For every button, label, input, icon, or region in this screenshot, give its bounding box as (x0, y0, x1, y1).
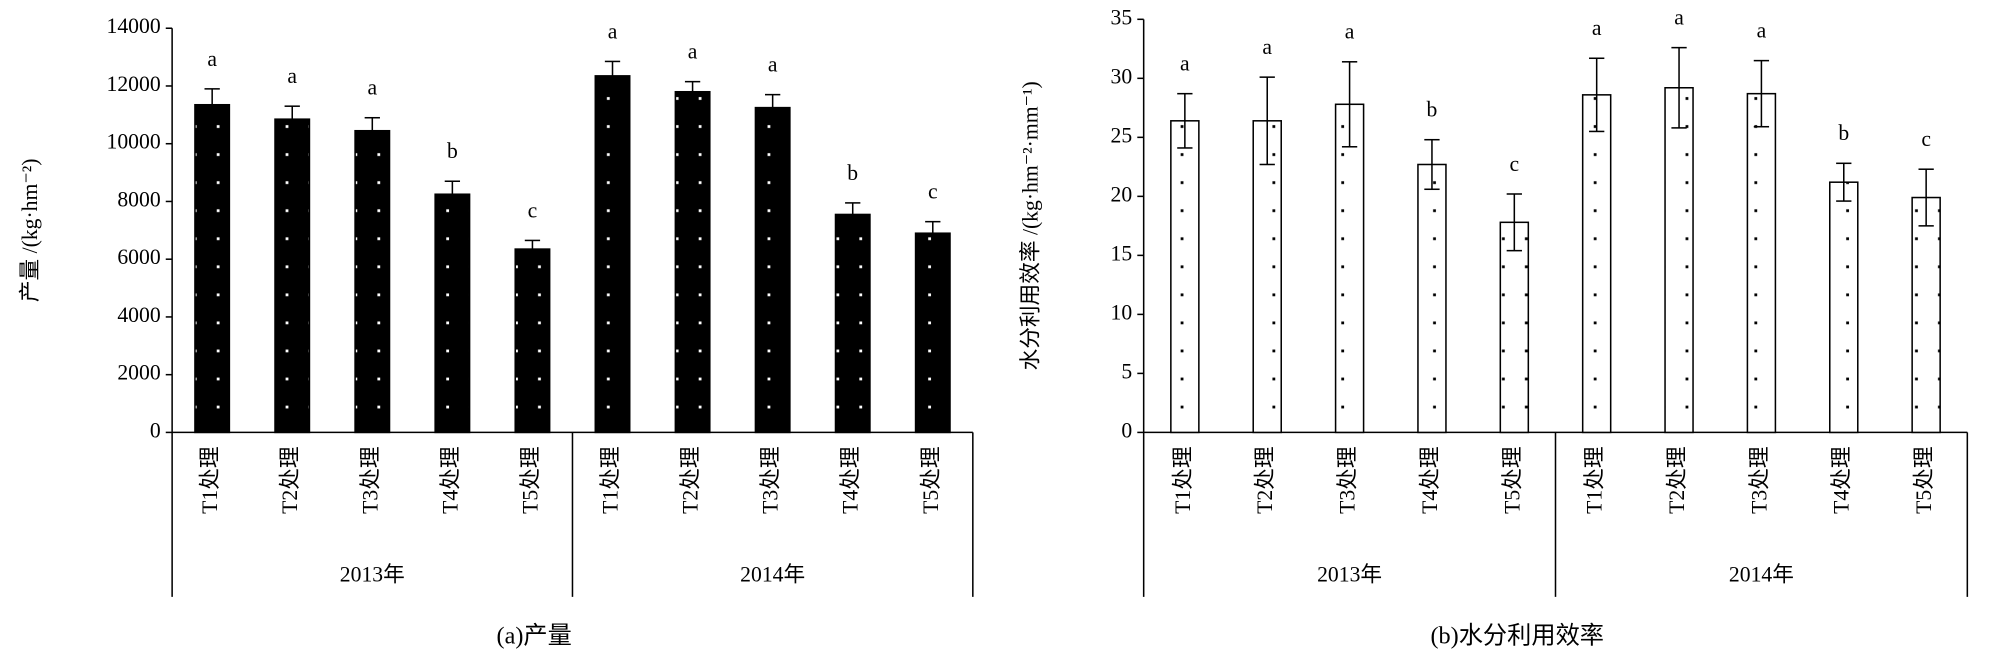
group-label: 2013年 (340, 562, 405, 586)
bar (1252, 120, 1282, 434)
y-tick-label: 25 (1111, 123, 1133, 147)
significance-letter: b (847, 161, 858, 185)
group-label: 2013年 (1317, 562, 1382, 586)
y-tick-label: 2000 (117, 361, 160, 385)
significance-letter: a (1262, 35, 1272, 59)
significance-letter: a (1674, 6, 1684, 30)
significance-letter: a (207, 47, 217, 71)
group-label: 2014年 (1729, 562, 1794, 586)
x-tick-label: T3处理 (759, 446, 783, 513)
significance-letter: a (287, 64, 297, 88)
bar (1829, 181, 1859, 434)
x-tick-label: T2处理 (278, 446, 302, 513)
bar (1499, 221, 1530, 434)
x-tick-label: T5处理 (518, 446, 542, 513)
significance-letter: a (688, 40, 698, 64)
x-tick-label: T2处理 (1253, 446, 1277, 513)
y-tick-label: 30 (1111, 64, 1133, 88)
caption: (a)产量 (497, 622, 572, 649)
caption: (b)水分利用效率 (1430, 622, 1604, 649)
significance-letter: a (367, 76, 377, 100)
x-tick-label: T3处理 (1336, 446, 1360, 513)
significance-letter: a (1757, 19, 1767, 43)
significance-letter: c (1921, 127, 1931, 151)
bar (1911, 196, 1941, 434)
group-label: 2014年 (740, 562, 805, 586)
y-tick-label: 20 (1111, 182, 1133, 206)
y-axis-label: 水分利用效率 /(kg·hm⁻²·mm⁻¹) (1019, 81, 1043, 370)
bar (194, 103, 231, 434)
x-tick-label: T4处理 (1830, 446, 1854, 513)
bar (514, 248, 551, 434)
x-tick-label: T3处理 (1747, 446, 1771, 513)
bar (1581, 94, 1612, 434)
bar (674, 90, 711, 434)
bar (1746, 92, 1777, 434)
x-tick-label: T1处理 (198, 446, 222, 513)
significance-letter: a (768, 53, 778, 77)
y-tick-label: 5 (1121, 359, 1132, 383)
x-tick-label: T2处理 (1665, 446, 1689, 513)
significance-letter: a (1345, 20, 1355, 44)
y-tick-label: 10 (1111, 300, 1133, 324)
x-tick-label: T1处理 (598, 446, 622, 513)
x-tick-label: T1处理 (1583, 446, 1607, 513)
bar (274, 118, 311, 434)
bar (1417, 163, 1447, 434)
y-tick-label: 4000 (117, 303, 160, 327)
significance-letter: a (608, 19, 618, 43)
y-tick-label: 0 (1121, 418, 1132, 442)
x-tick-label: T4处理 (438, 446, 462, 513)
bar (1170, 120, 1200, 434)
x-tick-label: T5处理 (1912, 446, 1936, 513)
y-tick-label: 10000 (107, 130, 161, 154)
x-tick-label: T5处理 (919, 446, 943, 513)
y-tick-label: 14000 (107, 14, 161, 38)
x-tick-label: T5处理 (1500, 446, 1524, 513)
significance-letter: b (1427, 98, 1438, 122)
significance-letter: a (1180, 52, 1190, 76)
bar (914, 232, 951, 434)
x-tick-label: T4处理 (1418, 446, 1442, 513)
significance-letter: b (447, 139, 458, 163)
bar (354, 129, 391, 434)
y-tick-label: 35 (1111, 5, 1133, 29)
y-tick-label: 0 (150, 418, 161, 442)
bar (594, 75, 631, 434)
y-tick-label: 8000 (117, 187, 160, 211)
y-tick-label: 6000 (117, 245, 160, 269)
bar (1664, 87, 1694, 434)
bar (434, 193, 471, 434)
x-tick-label: T2处理 (679, 446, 703, 513)
significance-letter: a (1592, 16, 1602, 40)
x-tick-label: T4处理 (839, 446, 863, 513)
significance-letter: c (528, 198, 538, 222)
bar (834, 213, 871, 434)
y-tick-label: 15 (1111, 241, 1133, 265)
y-axis-label: 产量 /(kg·hm⁻²) (18, 159, 42, 303)
significance-letter: c (1510, 152, 1520, 176)
y-tick-label: 12000 (107, 72, 161, 96)
significance-letter: c (928, 180, 938, 204)
x-tick-label: T3处理 (358, 446, 382, 513)
bar (1334, 103, 1365, 434)
x-tick-label: T1处理 (1171, 446, 1195, 513)
significance-letter: b (1838, 121, 1849, 145)
bar (754, 106, 791, 434)
